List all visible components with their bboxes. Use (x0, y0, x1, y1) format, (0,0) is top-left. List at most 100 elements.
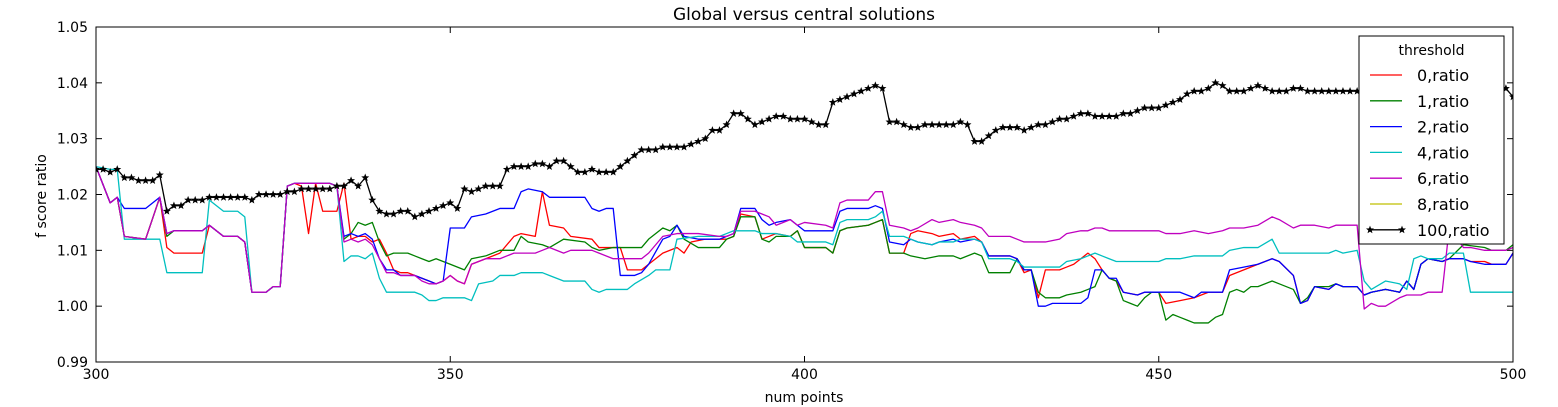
data-point-star (1246, 84, 1255, 92)
data-point-star (410, 212, 419, 221)
data-point-star (389, 209, 398, 218)
legend-box (1358, 35, 1505, 245)
legend-item: 1,ratio (1370, 92, 1469, 111)
data-point-star (857, 87, 866, 95)
data-point-star (998, 123, 1007, 131)
data-point-star (963, 120, 972, 129)
data-point-star (425, 207, 433, 215)
data-point-star (1261, 84, 1270, 92)
data-point-star (205, 193, 214, 201)
data-point-star (1105, 112, 1114, 120)
y-tick-label: 1.04 (57, 76, 88, 92)
data-point-star (828, 98, 837, 106)
legend-item: 100,ratio (1366, 221, 1490, 240)
data-point-star (1310, 87, 1319, 95)
data-point-star (1083, 109, 1092, 117)
data-point-star (899, 120, 908, 129)
data-point-star (1346, 87, 1355, 95)
data-point-star (361, 173, 370, 182)
data-point-star (920, 120, 929, 129)
data-point-star (1005, 123, 1014, 131)
legend-item: 0,ratio (1370, 66, 1469, 85)
legend-label: 6,ratio (1417, 169, 1469, 188)
data-point-star (311, 184, 320, 193)
data-point-star (162, 207, 171, 215)
data-point-star (120, 173, 129, 182)
series-line (96, 166, 1513, 310)
data-point-star (1098, 112, 1107, 120)
data-point-star (687, 140, 696, 148)
data-point-star (1055, 114, 1064, 123)
x-axis-label: num points (765, 390, 844, 406)
data-point-star (177, 201, 186, 210)
data-point-star (1331, 87, 1340, 95)
data-point-star (672, 142, 681, 151)
data-point-star (1296, 84, 1305, 92)
data-point-star (566, 162, 575, 170)
series-line (96, 166, 1513, 324)
data-point-star (96, 165, 100, 173)
x-tick-label: 400 (791, 367, 818, 383)
data-point-star (609, 167, 618, 176)
data-point-star (637, 145, 646, 154)
data-point-star (1034, 120, 1043, 129)
data-point-star (984, 131, 993, 140)
data-point-star (106, 167, 115, 176)
data-point-star (467, 187, 476, 196)
data-point-star (743, 114, 752, 123)
data-point-star (502, 165, 511, 173)
data-point-star (1041, 120, 1050, 129)
data-point-star (1119, 109, 1128, 117)
data-point-star (949, 120, 958, 129)
data-point-star (1112, 112, 1121, 120)
data-point-star (722, 120, 731, 129)
legend-marker-star (1366, 225, 1374, 234)
data-point-star (779, 112, 788, 120)
data-point-star (644, 145, 653, 154)
data-point-star (219, 193, 228, 201)
data-point-star (134, 176, 143, 184)
data-point-star (835, 95, 844, 103)
data-point-star (368, 195, 377, 204)
data-point-star (885, 117, 894, 126)
data-point-star (446, 198, 455, 207)
data-point-star (510, 162, 519, 170)
data-point-star (304, 184, 313, 193)
data-point-star (1268, 87, 1277, 95)
data-point-star (928, 120, 937, 129)
data-point-star (1126, 109, 1135, 117)
series-clip-group (96, 78, 1513, 324)
data-point-star (1027, 123, 1036, 131)
data-point-star (616, 162, 625, 170)
data-point-star (942, 120, 951, 129)
data-point-star (878, 84, 887, 92)
data-point-star (290, 187, 299, 196)
data-point-star (233, 193, 242, 201)
data-point-star (127, 173, 136, 182)
data-point-star (658, 142, 667, 151)
data-point-star (1239, 87, 1248, 95)
data-point-star (977, 137, 986, 145)
series-layer (96, 78, 1513, 324)
y-axis-label: f score ratio (34, 154, 50, 238)
data-point-star (262, 190, 271, 198)
data-point-star (332, 181, 341, 190)
data-point-star (439, 201, 448, 210)
data-point-star (736, 109, 745, 117)
data-point-star (375, 207, 384, 215)
data-point-star (99, 165, 108, 173)
data-point-star (517, 162, 526, 170)
data-point-star (148, 176, 157, 184)
series-line (96, 165, 1513, 302)
data-point-star (113, 165, 122, 173)
data-point-star (1197, 87, 1206, 95)
data-point-star (417, 209, 426, 218)
data-point-star (212, 193, 221, 201)
data-point-star (580, 167, 589, 176)
data-point-star (1324, 87, 1333, 95)
data-point-star (892, 117, 901, 126)
data-point-star (595, 167, 604, 176)
legend-label: 4,ratio (1417, 143, 1469, 162)
